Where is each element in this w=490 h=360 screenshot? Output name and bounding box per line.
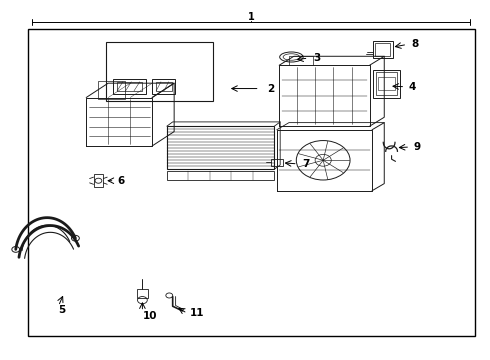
Text: 4: 4 <box>409 82 416 92</box>
Text: 3: 3 <box>314 53 320 63</box>
Text: 1: 1 <box>248 12 255 22</box>
Bar <box>94 174 103 187</box>
Bar <box>106 42 213 101</box>
Bar <box>152 79 175 94</box>
Bar <box>167 126 274 169</box>
Bar <box>373 41 392 58</box>
Text: 7: 7 <box>303 159 310 169</box>
Text: 2: 2 <box>267 84 274 94</box>
Bar <box>113 79 147 94</box>
Text: 6: 6 <box>117 176 124 186</box>
Bar <box>376 72 397 95</box>
Bar <box>375 42 390 56</box>
Bar <box>27 30 475 336</box>
Bar <box>167 171 274 180</box>
Text: 11: 11 <box>190 309 205 318</box>
Text: 9: 9 <box>414 142 421 152</box>
Bar <box>378 77 394 90</box>
Bar <box>117 82 143 91</box>
Bar <box>373 69 400 98</box>
Text: 5: 5 <box>58 305 66 315</box>
Text: 10: 10 <box>143 311 157 320</box>
Bar <box>98 81 125 99</box>
Text: 8: 8 <box>411 40 418 49</box>
Bar <box>271 159 283 166</box>
Bar <box>137 289 148 298</box>
Bar <box>156 82 172 91</box>
